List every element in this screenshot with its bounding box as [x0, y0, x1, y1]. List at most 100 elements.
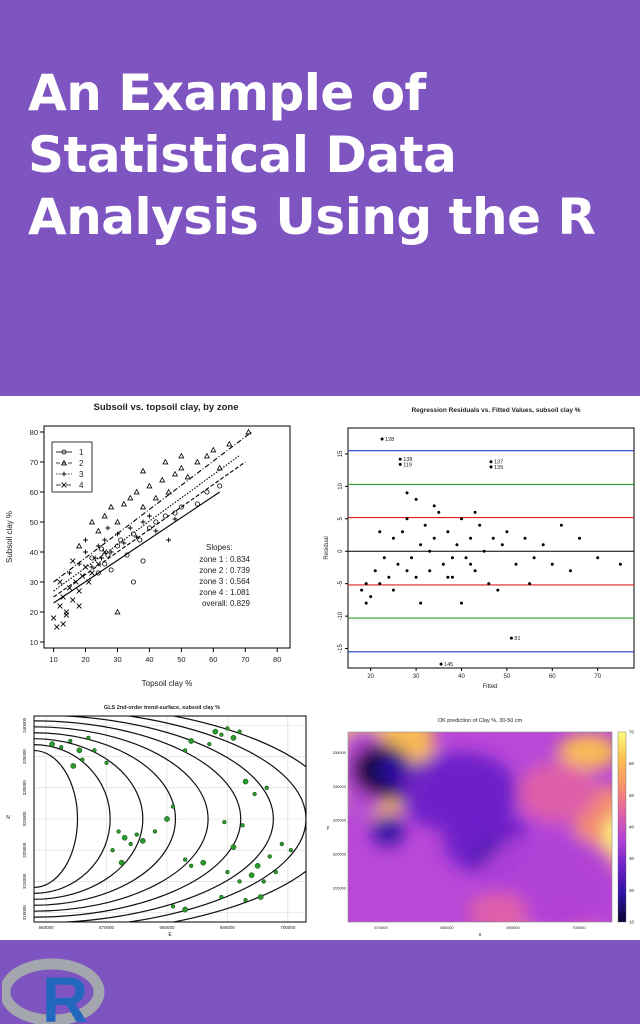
- point-zone-3: [105, 525, 111, 531]
- x-tick-label: 690000: [506, 925, 520, 930]
- sample-point: [219, 732, 224, 737]
- y-tick-label: -15: [338, 644, 344, 653]
- legend-label: 1: [79, 448, 84, 457]
- residual-point: [419, 543, 423, 547]
- x-tick-label: 670000: [99, 925, 115, 930]
- point-zone-4: [86, 579, 92, 585]
- x-tick-label: 690000: [220, 925, 236, 930]
- sample-point: [80, 757, 85, 762]
- point-zone-3: [76, 561, 82, 567]
- residual-point: [437, 510, 441, 514]
- sample-point: [288, 848, 294, 853]
- x-axis-label: x: [479, 932, 482, 938]
- charts-panel: Subsoil vs. topsoil clay, by zone 10 20 30…: [0, 396, 640, 940]
- point-zone-4: [66, 585, 73, 591]
- chart-title: Subsoil vs. topsoil clay, by zone: [94, 402, 239, 413]
- colorbar-tick-label: 70: [629, 730, 635, 735]
- point-zone-3: [89, 564, 95, 570]
- sample-point: [118, 859, 125, 866]
- x-tick-label: 60: [549, 674, 556, 680]
- legend-label: 3: [79, 470, 84, 479]
- sample-point: [170, 904, 176, 909]
- residual-point: [469, 562, 473, 566]
- residual-point: [396, 562, 400, 566]
- point-zone-2: [108, 503, 115, 510]
- sample-point: [86, 735, 91, 740]
- heatmap-region: [604, 817, 612, 851]
- colorbar-tick-label: 20: [629, 888, 635, 893]
- y-tick-label: 315000: [22, 873, 27, 889]
- point-zone-4: [60, 594, 66, 600]
- point-zone-4: [63, 612, 70, 618]
- y-tick-label: 325000: [22, 811, 27, 827]
- contour-line: [34, 750, 79, 888]
- residual-point: [446, 530, 450, 534]
- sample-point: [110, 848, 115, 853]
- sample-point: [248, 872, 255, 879]
- residual-point: [568, 569, 572, 573]
- r-logo: R: [2, 958, 105, 1024]
- colorbar: [617, 731, 627, 923]
- x-tick-label: 670000: [374, 925, 388, 930]
- point-label: 81: [514, 636, 520, 642]
- heatmap-region: [468, 892, 528, 922]
- x-tick-label: 70: [241, 655, 249, 664]
- sample-point: [230, 734, 237, 741]
- sample-point: [243, 898, 248, 903]
- sample-point: [200, 859, 207, 866]
- chart-title: GLS 2nd-order trend-surface, subsoil cla…: [104, 705, 220, 711]
- y-tick-label: 20: [30, 608, 38, 617]
- point-zone-1: [162, 513, 168, 519]
- sample-point: [264, 785, 269, 790]
- residual-point: [509, 636, 513, 640]
- sample-point: [92, 748, 97, 753]
- y-tick-label: 50: [30, 518, 38, 527]
- point-zone-4: [76, 603, 82, 609]
- residual-point: [469, 536, 473, 540]
- residual-point: [364, 582, 368, 586]
- legend-box: [51, 441, 93, 493]
- sample-point: [219, 894, 224, 900]
- point-zone-2: [152, 494, 159, 501]
- chart-subsoil-vs-topsoil: Subsoil vs. topsoil clay, by zone 10 20 30…: [5, 402, 291, 688]
- regression-line: [53, 461, 246, 598]
- y-tick-label: 310000: [22, 905, 27, 921]
- y-tick-label: 15: [338, 450, 344, 457]
- residual-point: [405, 491, 409, 495]
- point-zone-2: [194, 458, 201, 465]
- residual-point: [400, 530, 404, 534]
- residual-point: [360, 588, 364, 592]
- heatmap-region: [518, 762, 598, 822]
- sample-point: [170, 804, 176, 809]
- x-axis-label: Topsoil clay %: [142, 679, 193, 688]
- residual-point: [596, 556, 600, 560]
- residual-point: [391, 536, 395, 540]
- y-tick-label: 80: [30, 428, 38, 437]
- point-zone-1: [146, 525, 152, 531]
- x-tick-label: 20: [367, 674, 374, 680]
- sample-point: [49, 741, 55, 747]
- point-zone-1: [178, 504, 184, 510]
- point-label: 145: [444, 662, 453, 668]
- sample-point: [237, 729, 242, 734]
- slope-label: zone 3 : 0.564: [199, 577, 250, 586]
- point-zone-2: [76, 542, 83, 549]
- sample-point: [59, 745, 64, 750]
- residual-point: [528, 582, 532, 586]
- point-zone-1: [61, 449, 67, 455]
- residual-point: [578, 536, 582, 540]
- y-tick-label: 335000: [22, 749, 27, 765]
- point-zone-2: [178, 464, 185, 471]
- sample-point: [267, 854, 272, 859]
- sample-point: [139, 837, 146, 844]
- sample-point: [279, 841, 284, 847]
- sample-point: [225, 726, 230, 731]
- point-zone-3: [166, 537, 171, 543]
- residual-point: [387, 575, 391, 579]
- residual-point: [550, 562, 554, 566]
- point-zone-1: [194, 501, 200, 507]
- point-zone-3: [102, 537, 108, 543]
- sample-point: [134, 832, 139, 837]
- residual-point: [428, 549, 432, 553]
- y-tick-label: 340000: [22, 717, 27, 733]
